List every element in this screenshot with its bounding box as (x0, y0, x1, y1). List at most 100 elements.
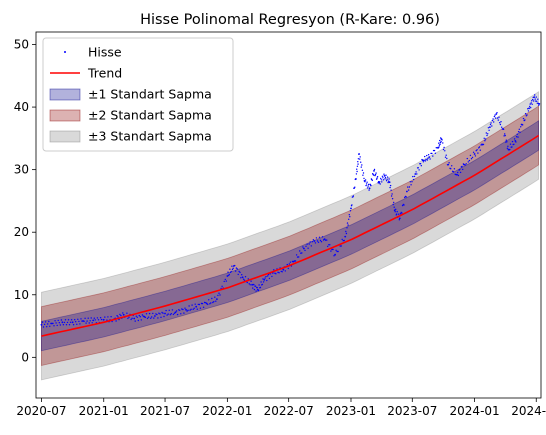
hisse-point (163, 315, 165, 318)
hisse-point (462, 168, 464, 171)
hisse-point (46, 326, 48, 328)
hisse-point (70, 319, 73, 321)
hisse-point (506, 147, 509, 149)
hisse-point (208, 299, 210, 301)
hisse-point (235, 267, 238, 269)
hisse-point (252, 287, 254, 289)
hisse-point (516, 133, 518, 135)
hisse-point (110, 316, 112, 318)
hisse-point (345, 232, 348, 235)
hisse-point (287, 267, 289, 270)
hisse-point (150, 317, 152, 319)
hisse-point (271, 275, 273, 278)
hisse-point (234, 270, 237, 272)
hisse-point (451, 165, 453, 167)
hisse-point (262, 281, 265, 283)
hisse-point (298, 256, 300, 258)
hisse-point (260, 281, 262, 283)
hisse-point (407, 189, 410, 191)
hisse-point (127, 317, 129, 320)
hisse-point (439, 139, 441, 142)
hisse-point (474, 155, 477, 157)
hisse-point (67, 319, 70, 321)
hisse-point (128, 316, 130, 318)
hisse-point (473, 153, 476, 155)
hisse-point (531, 100, 533, 102)
hisse-point (513, 138, 516, 140)
hisse-point (52, 322, 54, 325)
hisse-point (138, 314, 140, 317)
hisse-point (349, 216, 351, 218)
hisse-point (246, 281, 248, 284)
hisse-point (329, 244, 331, 246)
hisse-point (250, 280, 252, 282)
hisse-point (391, 193, 393, 195)
hisse-point (509, 148, 511, 151)
hisse-point (424, 155, 426, 158)
hisse-point (289, 261, 292, 263)
hisse-point (358, 153, 360, 155)
hisse-point (61, 321, 64, 324)
hisse-point (457, 171, 459, 174)
legend-symbol (49, 88, 81, 101)
hisse-point (401, 204, 404, 207)
hisse-point (497, 119, 499, 121)
hisse-point (350, 207, 352, 210)
hisse-point (347, 224, 349, 226)
hisse-point (88, 322, 90, 324)
hisse-point (257, 289, 260, 292)
hisse-point (40, 323, 43, 326)
hisse-point (216, 298, 218, 300)
hisse-point (316, 240, 319, 242)
band-2-sigma (41, 105, 539, 367)
hisse-point (93, 317, 96, 319)
hisse-point (153, 317, 155, 319)
hisse-point (466, 157, 468, 160)
hisse-point (305, 245, 307, 247)
hisse-point (169, 314, 171, 316)
hisse-point (468, 159, 471, 162)
hisse-point (381, 181, 383, 183)
hisse-point (86, 320, 88, 322)
hisse-point (96, 317, 99, 319)
x-tick-label: 2020-07 (16, 404, 66, 418)
hisse-point (423, 159, 425, 162)
hisse-point (520, 126, 522, 128)
hisse-point (459, 171, 462, 174)
hisse-point (209, 303, 211, 305)
hisse-point (159, 313, 161, 315)
hisse-point (198, 303, 201, 306)
hisse-point (426, 159, 428, 161)
hisse-point (255, 290, 257, 292)
hisse-point (359, 156, 361, 158)
hisse-point (393, 206, 395, 208)
hisse-point (398, 219, 400, 221)
hisse-point (356, 165, 359, 167)
hisse-point (355, 178, 357, 180)
hisse-point (308, 243, 310, 245)
hisse-point (385, 180, 388, 182)
hisse-point (409, 181, 411, 183)
hisse-point (535, 96, 537, 98)
hisse-point (181, 308, 183, 310)
hisse-point (277, 271, 279, 273)
hisse-point (438, 142, 440, 144)
hisse-point (375, 178, 378, 180)
hisse-point (120, 314, 122, 317)
hisse-point (179, 309, 181, 311)
hisse-point (266, 279, 268, 282)
hisse-point (424, 160, 427, 162)
hisse-point (311, 241, 313, 243)
hisse-point (485, 132, 487, 134)
hisse-point (388, 178, 390, 180)
hisse-point (336, 250, 338, 253)
hisse-point (294, 260, 297, 262)
hisse-point (301, 252, 303, 254)
hisse-point (438, 146, 440, 148)
hisse-point (203, 301, 206, 304)
hisse-point (414, 173, 417, 175)
hisse-point (337, 250, 339, 253)
hisse-point (140, 319, 142, 321)
hisse-point (410, 184, 412, 186)
hisse-point (296, 256, 299, 258)
